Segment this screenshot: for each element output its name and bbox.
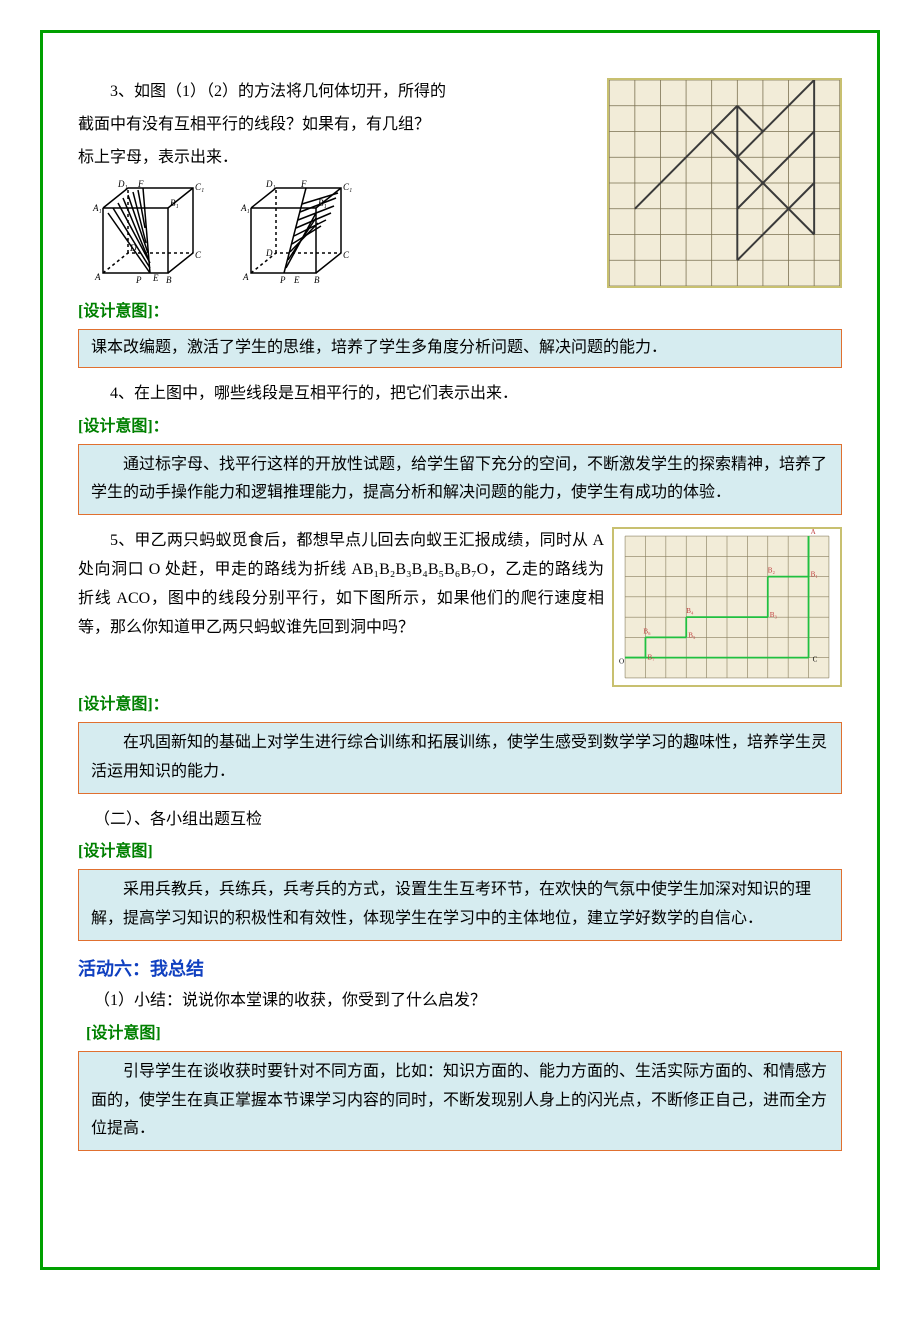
svg-text:F: F	[137, 179, 144, 189]
q3-line2: 截面中有没有互相平行的线段？如果有，有几组？	[78, 111, 597, 140]
cube-figure-2: A₁ B₁ C₁ D₁ F A B C D EP	[236, 178, 366, 288]
q4-text: 4、在上图中，哪些线段是互相平行的，把它们表示出来．	[78, 380, 842, 409]
design-box-2: 通过标字母、找平行这样的开放性试题，给学生留下充分的空间，不断激发学生的探索精神…	[78, 444, 842, 516]
design-label-2: [设计意图]：	[78, 413, 842, 442]
activity-6-title: 活动六：我总结	[78, 953, 842, 985]
design-box-4: 采用兵教兵，兵练兵，兵考兵的方式，设置生生互考环节，在欢快的气氛中使学生加深对知…	[78, 869, 842, 941]
svg-text:B₃: B₃	[770, 611, 778, 619]
activity-6-q1: （1）小结：说说你本堂课的收获，你受到了什么启发？	[78, 987, 842, 1016]
svg-text:P: P	[279, 275, 286, 285]
svg-text:A₁: A₁	[92, 203, 102, 213]
svg-text:D: D	[265, 248, 273, 258]
svg-text:B₁: B₁	[811, 571, 818, 579]
svg-text:B: B	[314, 275, 320, 285]
svg-text:A: A	[811, 528, 817, 536]
design-label-3: [设计意图]：	[78, 691, 842, 720]
cube-figure-1: A₁ B₁ C₁ D₁ F A B C D EP	[88, 178, 218, 288]
q3-row: 3、如图（1）（2）的方法将几何体切开，所得的 截面中有没有互相平行的线段？如果…	[78, 78, 842, 292]
design-box-3: 在巩固新知的基础上对学生进行综合训练和拓展训练，使学生感受到数学学习的趣味性，培…	[78, 722, 842, 794]
design-box-1: 课本改编题，激活了学生的思维，培养了学生多角度分析问题、解决问题的能力．	[78, 329, 842, 368]
svg-text:B₆: B₆	[643, 628, 651, 636]
svg-text:B₁: B₁	[170, 198, 179, 208]
q3-line3: 标上字母，表示出来．	[78, 144, 597, 173]
svg-text:A: A	[94, 272, 101, 282]
q3-text-block: 3、如图（1）（2）的方法将几何体切开，所得的 截面中有没有互相平行的线段？如果…	[78, 78, 597, 292]
svg-text:C: C	[343, 250, 350, 260]
design-box-5: 引导学生在谈收获时要针对不同方面，比如：知识方面的、能力方面的、生活实际方面的、…	[78, 1051, 842, 1151]
svg-text:B₁: B₁	[318, 198, 327, 208]
svg-text:F: F	[300, 179, 307, 189]
svg-text:D₁: D₁	[265, 179, 276, 189]
svg-text:C: C	[813, 656, 818, 664]
cubes-row: A₁B₁C₁D₁ FAB CDEP	[88, 178, 597, 288]
svg-text:C₁: C₁	[195, 182, 204, 192]
subsection-2: （二）、各小组出题互检	[78, 806, 842, 835]
q5-row: 5、甲乙两只蚂蚁觅食后，都想早点儿回去向蚁王汇报成绩，同时从 A 处向洞口 O …	[78, 527, 842, 687]
grid-figure-1	[607, 78, 842, 288]
design-text-1: 课本改编题，激活了学生的思维，培养了学生多角度分析问题、解决问题的能力．	[91, 339, 667, 356]
svg-text:B₅: B₅	[688, 632, 696, 640]
svg-text:C: C	[195, 250, 202, 260]
svg-text:E: E	[293, 275, 300, 285]
svg-text:P: P	[135, 275, 142, 285]
svg-text:B: B	[166, 275, 172, 285]
page-border: 3、如图（1）（2）的方法将几何体切开，所得的 截面中有没有互相平行的线段？如果…	[40, 30, 880, 1270]
svg-text:B₇: B₇	[647, 654, 655, 662]
svg-text:D₁: D₁	[117, 179, 128, 189]
svg-text:O: O	[619, 658, 624, 666]
q3-line1: 3、如图（1）（2）的方法将几何体切开，所得的	[78, 78, 597, 107]
svg-text:B₄: B₄	[686, 607, 694, 615]
q5-text: 5、甲乙两只蚂蚁觅食后，都想早点儿回去向蚁王汇报成绩，同时从 A 处向洞口 O …	[78, 527, 604, 642]
svg-text:A₁: A₁	[240, 203, 250, 213]
svg-text:B₂: B₂	[768, 567, 776, 575]
design-label-1: [设计意图]：	[78, 298, 842, 327]
design-label-4: [设计意图]	[78, 838, 842, 867]
design-label-5: [设计意图]	[86, 1020, 842, 1049]
svg-text:E: E	[152, 273, 159, 283]
svg-text:D: D	[129, 243, 137, 253]
svg-text:A: A	[242, 272, 249, 282]
grid-figure-2: A B₁ B₂ B₃ B₄ B₅ B₆ B₇ O C	[612, 527, 842, 687]
svg-text:C₁: C₁	[343, 182, 352, 192]
